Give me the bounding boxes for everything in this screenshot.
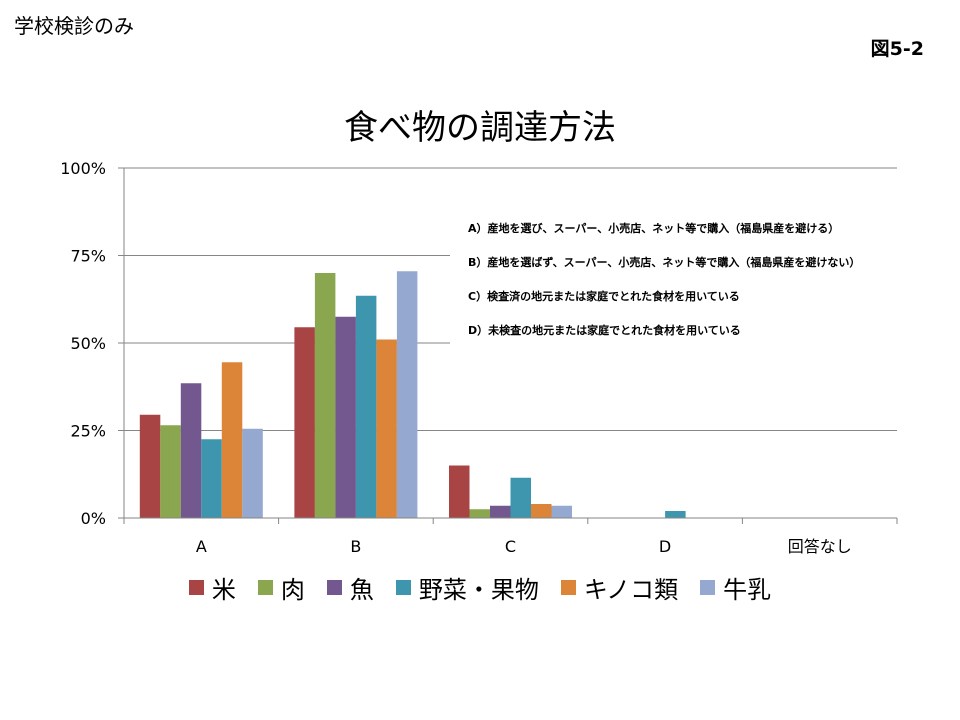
x-tick-label: D [659,537,671,556]
bar-野菜・果物-A [201,439,222,518]
bar-野菜・果物-B [355,295,377,518]
x-tick-label: C [505,537,516,556]
bar-魚-A [180,383,202,518]
bar-米-B [294,327,315,518]
annotation-text: B）産地を選ばず、スーパー、小売店、ネット等で購入（福島県産を避けない） [468,255,860,269]
legend-item: 牛乳 [700,570,771,605]
bar-肉-B [314,273,336,518]
y-tick-label: 75% [70,247,106,266]
legend-label: 米 [211,576,236,604]
bar-牛乳-B [396,271,418,518]
legend-swatch [257,580,273,595]
legend-swatch [326,580,342,595]
legend-label: 野菜・果物 [418,576,539,604]
bar-肉-A [160,425,181,518]
legend-item: 魚 [326,570,374,605]
bar-牛乳-A [242,428,263,518]
legend: 米 肉 魚 野菜・果物 キノコ類 牛乳 [0,570,960,605]
bar-キノコ類-A [221,362,243,518]
bar-野菜・果物-D [665,511,686,518]
legend-item: 野菜・果物 [395,570,539,605]
legend-item: キノコ類 [560,570,679,605]
y-tick-label: 0% [81,509,106,528]
legend-item: 肉 [257,570,305,605]
x-tick-label: A [196,537,207,556]
figure-number: 図5-2 [870,38,924,60]
y-tick-label: 100% [60,159,106,178]
bar-野菜・果物-C [510,477,531,518]
bars [139,271,686,518]
axes: 0% 25% 50% 75% 100% A B C D 回答なし [60,159,898,556]
legend-label: 牛乳 [723,576,772,604]
legend-swatch [395,580,411,595]
bar-キノコ類-C [531,504,552,518]
annotation-background [450,208,900,344]
legend-swatch [560,580,576,595]
legend-swatch [188,580,204,595]
annotation-text: C）検査済の地元または家庭でとれた食材を用いている [468,289,740,303]
bar-米-C [449,465,470,518]
annotation-box: A）産地を選び、スーパー、小売店、ネット等で購入（福島県産を避ける） B）産地を選… [450,208,900,344]
page-corner-label: 学校検診のみ [14,14,134,38]
y-tick-label: 25% [70,422,106,441]
legend-item: 米 [188,570,236,605]
bar-キノコ類-B [376,339,397,518]
y-tick-label: 50% [70,334,106,353]
annotation-text: D）未検査の地元または家庭でとれた食材を用いている [468,323,741,337]
bar-牛乳-C [551,505,572,518]
legend-label: キノコ類 [583,576,679,604]
x-tick-label: B [350,537,361,556]
legend-swatch [700,580,716,595]
legend-label: 肉 [280,576,305,604]
annotation-text: A）産地を選び、スーパー、小売店、ネット等で購入（福島県産を避ける） [468,221,839,235]
bar-肉-C [469,509,490,518]
x-tick-label: 回答なし [788,537,852,556]
legend-label: 魚 [349,576,374,604]
bar-魚-C [490,505,511,518]
chart-title: 食べ物の調達方法 [344,108,616,148]
bar-米-A [139,414,161,518]
bar-魚-B [335,316,356,518]
